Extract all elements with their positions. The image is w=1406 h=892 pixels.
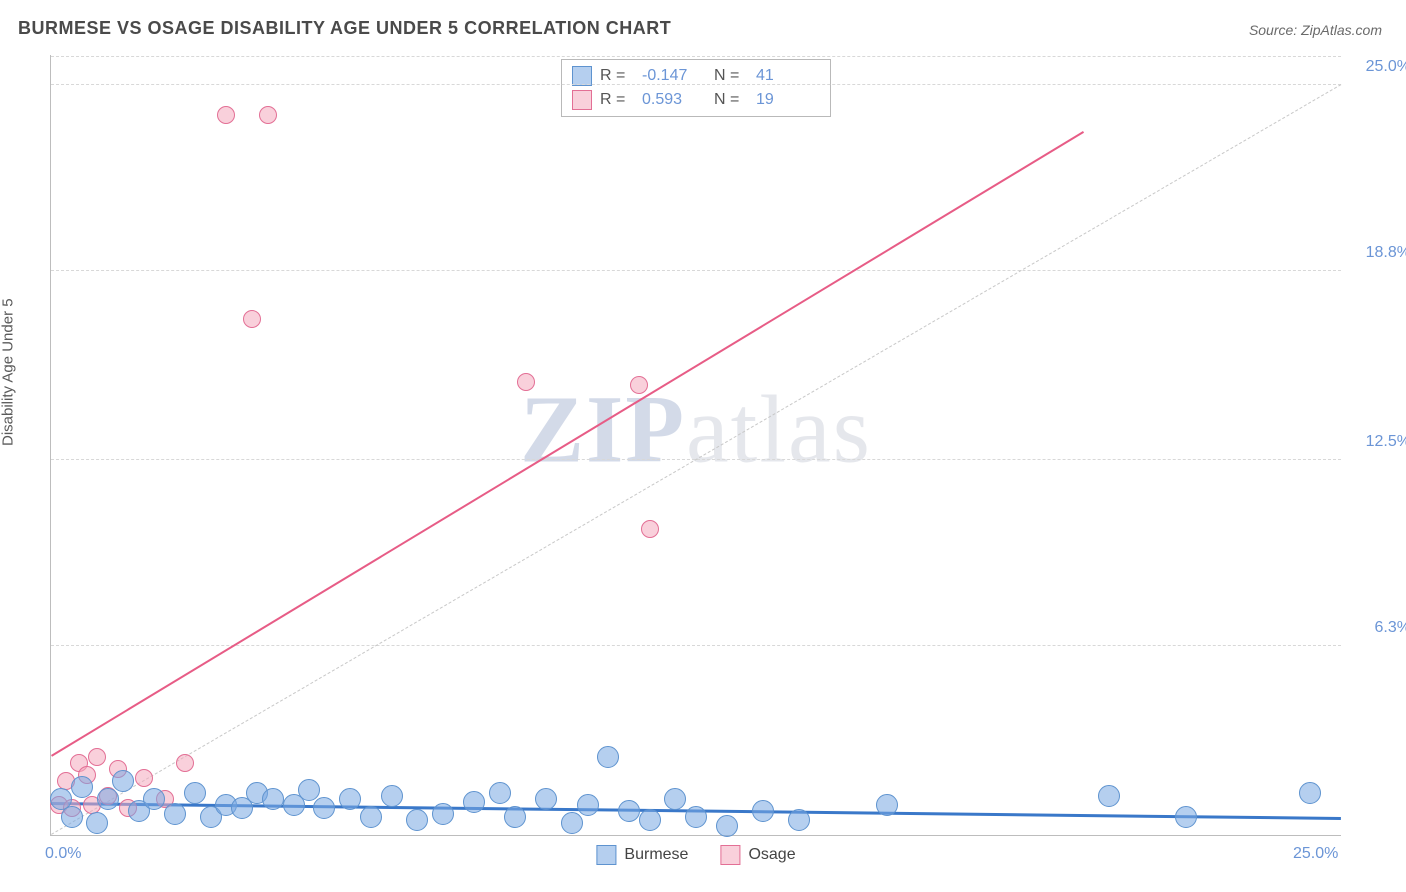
data-point [641, 520, 659, 538]
gridline [51, 56, 1341, 57]
y-tick-label: 12.5% [1351, 433, 1406, 451]
source-label: Source: ZipAtlas.com [1249, 22, 1382, 38]
data-point [561, 812, 583, 834]
data-point [313, 797, 335, 819]
legend-item-osage: Osage [720, 845, 795, 865]
data-point [1098, 785, 1120, 807]
swatch-osage-icon [720, 845, 740, 865]
data-point [86, 812, 108, 834]
data-point [243, 310, 261, 328]
data-point [664, 788, 686, 810]
trend-line [51, 131, 1084, 757]
data-point [432, 803, 454, 825]
data-point [639, 809, 661, 831]
data-point [61, 806, 83, 828]
data-point [463, 791, 485, 813]
data-point [618, 800, 640, 822]
data-point [143, 788, 165, 810]
swatch-burmese [572, 66, 592, 86]
series-legend: Burmese Osage [596, 845, 795, 865]
data-point [788, 809, 810, 831]
stats-legend: R = -0.147 N = 41 R = 0.593 N = 19 [561, 59, 831, 117]
data-point [597, 746, 619, 768]
data-point [630, 376, 648, 394]
y-tick-label: 18.8% [1351, 244, 1406, 262]
data-point [876, 794, 898, 816]
data-point [716, 815, 738, 837]
data-point [135, 769, 153, 787]
y-tick-label: 25.0% [1351, 58, 1406, 76]
data-point [298, 779, 320, 801]
legend-item-burmese: Burmese [596, 845, 688, 865]
data-point [217, 106, 235, 124]
x-tick-label: 25.0% [1293, 845, 1338, 863]
data-point [88, 748, 106, 766]
data-point [504, 806, 526, 828]
data-point [381, 785, 403, 807]
data-point [685, 806, 707, 828]
data-point [259, 106, 277, 124]
data-point [1299, 782, 1321, 804]
page-title: BURMESE VS OSAGE DISABILITY AGE UNDER 5 … [18, 18, 671, 39]
data-point [752, 800, 774, 822]
data-point [164, 803, 186, 825]
swatch-osage [572, 90, 592, 110]
gridline [51, 645, 1341, 646]
data-point [176, 754, 194, 772]
data-point [535, 788, 557, 810]
data-point [71, 776, 93, 798]
gridline [51, 84, 1341, 85]
y-tick-label: 6.3% [1351, 619, 1406, 637]
data-point [184, 782, 206, 804]
data-point [489, 782, 511, 804]
legend-label-burmese: Burmese [624, 846, 688, 864]
data-point [97, 788, 119, 810]
data-point [517, 373, 535, 391]
y-axis-label: Disability Age Under 5 [0, 298, 17, 446]
legend-label-osage: Osage [748, 846, 795, 864]
x-tick-label: 0.0% [45, 845, 81, 863]
stats-row-osage: R = 0.593 N = 19 [572, 88, 820, 112]
data-point [406, 809, 428, 831]
watermark: ZIPatlas [520, 374, 872, 485]
data-point [112, 770, 134, 792]
data-point [339, 788, 361, 810]
data-point [262, 788, 284, 810]
data-point [1175, 806, 1197, 828]
gridline [51, 270, 1341, 271]
data-point [360, 806, 382, 828]
data-point [577, 794, 599, 816]
swatch-burmese-icon [596, 845, 616, 865]
scatter-chart: ZIPatlas R = -0.147 N = 41 R = 0.593 N =… [50, 55, 1341, 836]
